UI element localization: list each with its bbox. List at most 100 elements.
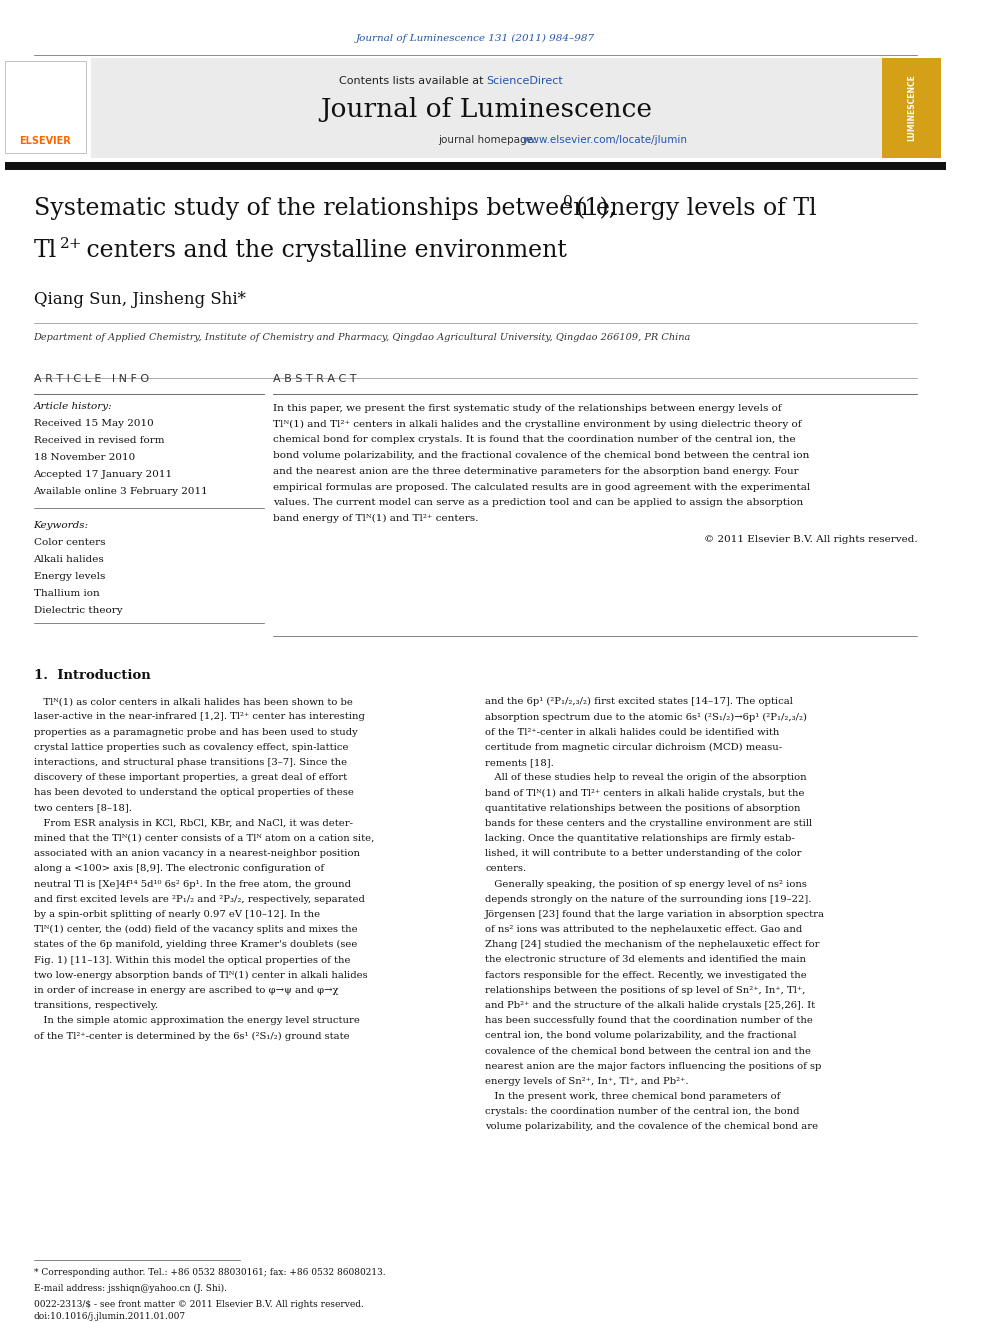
- Text: values. The current model can serve as a prediction tool and can be applied to a: values. The current model can serve as a…: [273, 499, 804, 507]
- Text: central ion, the bond volume polarizability, and the fractional: central ion, the bond volume polarizabil…: [485, 1032, 797, 1040]
- Text: In the simple atomic approximation the energy level structure: In the simple atomic approximation the e…: [34, 1016, 359, 1025]
- Text: © 2011 Elsevier B.V. All rights reserved.: © 2011 Elsevier B.V. All rights reserved…: [704, 534, 918, 544]
- Text: 0022-2313/$ - see front matter © 2011 Elsevier B.V. All rights reserved.: 0022-2313/$ - see front matter © 2011 El…: [34, 1299, 363, 1308]
- Text: Received in revised form: Received in revised form: [34, 435, 164, 445]
- Text: Department of Applied Chemistry, Institute of Chemistry and Pharmacy, Qingdao Ag: Department of Applied Chemistry, Institu…: [34, 332, 691, 341]
- Text: in order of increase in energy are ascribed to φ→ψ and φ→χ: in order of increase in energy are ascri…: [34, 986, 338, 995]
- Text: crystals: the coordination number of the central ion, the bond: crystals: the coordination number of the…: [485, 1107, 800, 1117]
- Text: Received 15 May 2010: Received 15 May 2010: [34, 418, 154, 427]
- Text: Energy levels: Energy levels: [34, 573, 105, 581]
- Text: lacking. Once the quantitative relationships are firmly estab-: lacking. Once the quantitative relations…: [485, 833, 795, 843]
- Text: Tlᴺ(1) center, the (odd) field of the vacancy splits and mixes the: Tlᴺ(1) center, the (odd) field of the va…: [34, 925, 357, 934]
- Text: 0: 0: [562, 194, 572, 209]
- Text: www.elsevier.com/locate/jlumin: www.elsevier.com/locate/jlumin: [523, 135, 688, 144]
- Text: mined that the Tlᴺ(1) center consists of a Tlᴺ atom on a cation site,: mined that the Tlᴺ(1) center consists of…: [34, 833, 374, 843]
- Bar: [882, 58, 941, 157]
- Bar: [5, 61, 86, 153]
- Text: of the Tl²⁺-center is determined by the 6s¹ (²S₁/₂) ground state: of the Tl²⁺-center is determined by the …: [34, 1032, 349, 1040]
- Text: A B S T R A C T: A B S T R A C T: [273, 373, 357, 384]
- Text: Color centers: Color centers: [34, 538, 105, 548]
- Text: Tlᴺ(1) as color centers in alkali halides has been shown to be: Tlᴺ(1) as color centers in alkali halide…: [34, 697, 352, 706]
- Text: 18 November 2010: 18 November 2010: [34, 452, 135, 462]
- Text: E-mail address: jsshiqn@yahoo.cn (J. Shi).: E-mail address: jsshiqn@yahoo.cn (J. Shi…: [34, 1283, 226, 1293]
- Text: All of these studies help to reveal the origin of the absorption: All of these studies help to reveal the …: [485, 773, 806, 782]
- Text: bond volume polarizability, and the fractional covalence of the chemical bond be: bond volume polarizability, and the frac…: [273, 451, 809, 460]
- Text: nearest anion are the major factors influencing the positions of sp: nearest anion are the major factors infl…: [485, 1062, 821, 1070]
- Text: relationships between the positions of sp level of Sn²⁺, In⁺, Tl⁺,: relationships between the positions of s…: [485, 986, 806, 995]
- Text: empirical formulas are proposed. The calculated results are in good agreement wi: empirical formulas are proposed. The cal…: [273, 483, 810, 492]
- Text: absorption spectrum due to the atomic 6s¹ (²S₁/₂)→6p¹ (²P₁/₂,₃/₂): absorption spectrum due to the atomic 6s…: [485, 713, 807, 721]
- Text: ELSEVIER: ELSEVIER: [19, 136, 71, 146]
- Text: along a <100> axis [8,9]. The electronic configuration of: along a <100> axis [8,9]. The electronic…: [34, 864, 323, 873]
- Text: transitions, respectively.: transitions, respectively.: [34, 1002, 158, 1009]
- Text: Article history:: Article history:: [34, 402, 112, 410]
- Text: Generally speaking, the position of sp energy level of ns² ions: Generally speaking, the position of sp e…: [485, 880, 806, 889]
- Text: Tlᴺ(1) and Tl²⁺ centers in alkali halides and the crystalline environment by usi: Tlᴺ(1) and Tl²⁺ centers in alkali halide…: [273, 419, 802, 429]
- Text: Available online 3 February 2011: Available online 3 February 2011: [34, 487, 208, 496]
- Text: Accepted 17 January 2011: Accepted 17 January 2011: [34, 470, 173, 479]
- Text: 2+: 2+: [60, 237, 82, 251]
- Text: properties as a paramagnetic probe and has been used to study: properties as a paramagnetic probe and h…: [34, 728, 357, 737]
- Text: covalence of the chemical bond between the central ion and the: covalence of the chemical bond between t…: [485, 1046, 811, 1056]
- Text: centers.: centers.: [485, 864, 526, 873]
- Text: volume polarizability, and the covalence of the chemical bond are: volume polarizability, and the covalence…: [485, 1122, 818, 1131]
- Text: has been successfully found that the coordination number of the: has been successfully found that the coo…: [485, 1016, 813, 1025]
- Text: Keywords:: Keywords:: [34, 521, 88, 531]
- Text: band of Tlᴺ(1) and Tl²⁺ centers in alkali halide crystals, but the: band of Tlᴺ(1) and Tl²⁺ centers in alkal…: [485, 789, 805, 798]
- Text: lished, it will contribute to a better understanding of the color: lished, it will contribute to a better u…: [485, 849, 802, 859]
- Text: centers and the crystalline environment: centers and the crystalline environment: [78, 238, 566, 262]
- Text: of ns² ions was attributed to the nephelauxetic effect. Gao and: of ns² ions was attributed to the nephel…: [485, 925, 803, 934]
- Text: 1.  Introduction: 1. Introduction: [34, 669, 151, 683]
- Text: two low-energy absorption bands of Tlᴺ(1) center in alkali halides: two low-energy absorption bands of Tlᴺ(1…: [34, 971, 367, 980]
- Text: A R T I C L E   I N F O: A R T I C L E I N F O: [34, 373, 149, 384]
- Text: factors responsible for the effect. Recently, we investigated the: factors responsible for the effect. Rece…: [485, 971, 806, 979]
- Text: the electronic structure of 3d elements and identified the main: the electronic structure of 3d elements …: [485, 955, 806, 964]
- Text: interactions, and structural phase transitions [3–7]. Since the: interactions, and structural phase trans…: [34, 758, 346, 767]
- Text: Systematic study of the relationships between energy levels of Tl: Systematic study of the relationships be…: [34, 197, 816, 220]
- Text: Qiang Sun, Jinsheng Shi*: Qiang Sun, Jinsheng Shi*: [34, 291, 245, 308]
- Text: and Pb²⁺ and the structure of the alkali halide crystals [25,26]. It: and Pb²⁺ and the structure of the alkali…: [485, 1002, 815, 1009]
- Text: neutral Tl is [Xe]4f¹⁴ 5d¹⁰ 6s² 6p¹. In the free atom, the ground: neutral Tl is [Xe]4f¹⁴ 5d¹⁰ 6s² 6p¹. In …: [34, 880, 350, 889]
- Text: Zhang [24] studied the mechanism of the nephelauxetic effect for: Zhang [24] studied the mechanism of the …: [485, 941, 819, 950]
- Text: Thallium ion: Thallium ion: [34, 590, 99, 598]
- Bar: [5, 161, 946, 171]
- Text: Journal of Luminescence 131 (2011) 984–987: Journal of Luminescence 131 (2011) 984–9…: [356, 33, 595, 42]
- Text: associated with an anion vacancy in a nearest-neighbor position: associated with an anion vacancy in a ne…: [34, 849, 359, 859]
- Bar: [91, 58, 882, 157]
- Text: rements [18].: rements [18].: [485, 758, 554, 767]
- Text: and first excited levels are ²P₁/₂ and ²P₃/₂, respectively, separated: and first excited levels are ²P₁/₂ and ²…: [34, 894, 364, 904]
- Text: Fig. 1) [11–13]. Within this model the optical properties of the: Fig. 1) [11–13]. Within this model the o…: [34, 955, 350, 964]
- Text: Journal of Luminescence: Journal of Luminescence: [320, 98, 653, 123]
- Text: Jörgensen [23] found that the large variation in absorption spectra: Jörgensen [23] found that the large vari…: [485, 910, 825, 919]
- Text: * Corresponding author. Tel.: +86 0532 88030161; fax: +86 0532 86080213.: * Corresponding author. Tel.: +86 0532 8…: [34, 1267, 385, 1277]
- Text: bands for these centers and the crystalline environment are still: bands for these centers and the crystall…: [485, 819, 812, 828]
- Text: band energy of Tlᴺ(1) and Tl²⁺ centers.: band energy of Tlᴺ(1) and Tl²⁺ centers.: [273, 515, 478, 523]
- Text: Tl: Tl: [34, 238, 57, 262]
- Text: quantitative relationships between the positions of absorption: quantitative relationships between the p…: [485, 803, 801, 812]
- Text: Contents lists available at: Contents lists available at: [338, 75, 486, 86]
- Text: certitude from magnetic circular dichroism (MCD) measu-: certitude from magnetic circular dichroi…: [485, 744, 783, 751]
- Text: doi:10.1016/j.jlumin.2011.01.007: doi:10.1016/j.jlumin.2011.01.007: [34, 1311, 186, 1320]
- Text: LUMINESCENCE: LUMINESCENCE: [908, 74, 917, 142]
- Text: and the nearest anion are the three determinative parameters for the absorption : and the nearest anion are the three dete…: [273, 467, 799, 476]
- Text: states of the 6p manifold, yielding three Kramer's doublets (see: states of the 6p manifold, yielding thre…: [34, 941, 357, 950]
- Text: (1),: (1),: [575, 197, 616, 220]
- Text: From ESR analysis in KCl, RbCl, KBr, and NaCl, it was deter-: From ESR analysis in KCl, RbCl, KBr, and…: [34, 819, 352, 828]
- Text: In this paper, we present the first systematic study of the relationships betwee: In this paper, we present the first syst…: [273, 404, 782, 413]
- Text: chemical bond for complex crystals. It is found that the coordination number of : chemical bond for complex crystals. It i…: [273, 435, 796, 445]
- Text: ScienceDirect: ScienceDirect: [486, 75, 563, 86]
- Text: laser-active in the near-infrared [1,2]. Tl²⁺ center has interesting: laser-active in the near-infrared [1,2].…: [34, 713, 364, 721]
- Text: by a spin-orbit splitting of nearly 0.97 eV [10–12]. In the: by a spin-orbit splitting of nearly 0.97…: [34, 910, 319, 919]
- Text: crystal lattice properties such as covalency effect, spin-lattice: crystal lattice properties such as coval…: [34, 744, 348, 751]
- Text: and the 6p¹ (²P₁/₂,₃/₂) first excited states [14–17]. The optical: and the 6p¹ (²P₁/₂,₃/₂) first excited st…: [485, 697, 793, 706]
- Text: energy levels of Sn²⁺, In⁺, Tl⁺, and Pb²⁺.: energy levels of Sn²⁺, In⁺, Tl⁺, and Pb²…: [485, 1077, 688, 1086]
- Text: journal homepage:: journal homepage:: [438, 135, 541, 144]
- Text: has been devoted to understand the optical properties of these: has been devoted to understand the optic…: [34, 789, 353, 798]
- Text: of the Tl²⁺-center in alkali halides could be identified with: of the Tl²⁺-center in alkali halides cou…: [485, 728, 780, 737]
- Text: depends strongly on the nature of the surrounding ions [19–22].: depends strongly on the nature of the su…: [485, 894, 811, 904]
- Text: Dielectric theory: Dielectric theory: [34, 606, 122, 615]
- Text: Alkali halides: Alkali halides: [34, 556, 104, 565]
- Text: two centers [8–18].: two centers [8–18].: [34, 803, 131, 812]
- Text: discovery of these important properties, a great deal of effort: discovery of these important properties,…: [34, 773, 346, 782]
- Text: In the present work, three chemical bond parameters of: In the present work, three chemical bond…: [485, 1091, 781, 1101]
